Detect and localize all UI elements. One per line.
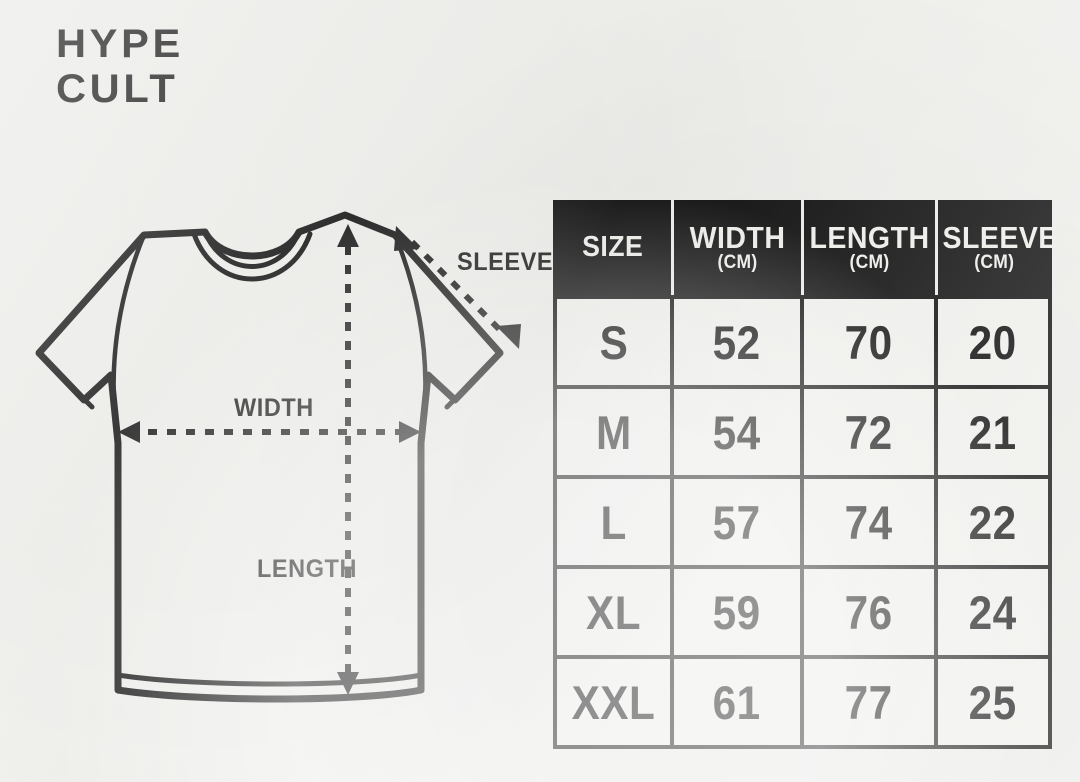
table-header-row: SIZE WIDTH (CM) LENGTH (CM) SLEEVE (CM) [555, 200, 1058, 297]
cell-size: XL [553, 565, 674, 659]
brand-logo: HYPE CULT [56, 24, 180, 109]
cell-sleeve: 22 [934, 475, 1052, 569]
brand-logo-line-2: CULT [56, 67, 179, 111]
t-shirt-outline [35, 211, 504, 703]
cell-sleeve: 21 [934, 385, 1052, 479]
cell-length: 72 [800, 385, 938, 479]
cell-sleeve: 25 [934, 655, 1052, 749]
cell-size: L [553, 475, 674, 569]
cell-size: XXL [553, 655, 674, 749]
column-header-sleeve: SLEEVE (CM) [936, 200, 1058, 297]
table-row: L 57 74 22 [553, 475, 1052, 569]
column-header-length-label: LENGTH [808, 219, 930, 255]
column-header-length-unit: (CM) [849, 251, 889, 273]
cell-length: 77 [800, 655, 938, 749]
sleeve-label: SLEEVE [457, 248, 554, 276]
cell-width: 59 [670, 565, 804, 659]
cell-sleeve: 20 [934, 295, 1052, 389]
table-row: S 52 70 20 [553, 295, 1052, 389]
cell-size: M [553, 385, 674, 479]
size-chart-body: S 52 70 20 M 54 72 21 L 57 74 22 XL 59 7… [553, 295, 1052, 749]
column-header-width-label: WIDTH [689, 219, 785, 255]
table-row: XXL 61 77 25 [553, 655, 1052, 749]
cell-width: 61 [670, 655, 804, 749]
column-header-sleeve-unit: (CM) [973, 251, 1014, 273]
cell-width: 54 [670, 385, 804, 479]
cell-width: 52 [670, 295, 804, 389]
cell-length: 74 [800, 475, 938, 569]
table-row: XL 59 76 24 [553, 565, 1052, 659]
width-label: WIDTH [234, 394, 314, 422]
table-row: M 54 72 21 [553, 385, 1052, 479]
cell-length: 76 [800, 565, 938, 659]
cell-sleeve: 24 [934, 565, 1052, 659]
cell-width: 57 [670, 475, 804, 569]
bottom-hem [115, 672, 424, 687]
length-dimension-arrow [337, 224, 359, 695]
length-label: LENGTH [257, 555, 357, 583]
size-chart-table: SIZE WIDTH (CM) LENGTH (CM) SLEEVE (CM) … [553, 200, 1058, 749]
column-header-sleeve-label: SLEEVE [942, 219, 1058, 255]
column-header-size: SIZE [555, 200, 674, 297]
column-header-width: WIDTH (CM) [672, 200, 804, 297]
column-header-length: LENGTH (CM) [802, 200, 938, 297]
cell-size: S [553, 295, 674, 389]
brand-logo-line-1: HYPE [56, 22, 184, 66]
column-header-size-label: SIZE [582, 231, 644, 263]
cell-length: 70 [800, 295, 938, 389]
column-header-width-unit: (CM) [717, 251, 757, 273]
width-dimension-arrow [118, 421, 421, 443]
